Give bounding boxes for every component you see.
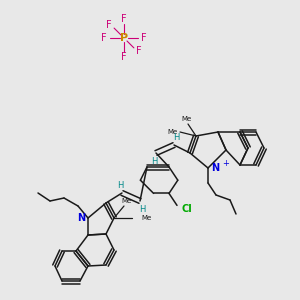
Text: H: H (117, 181, 123, 190)
Text: Cl: Cl (182, 204, 193, 214)
Text: Me: Me (181, 116, 191, 122)
Text: F: F (106, 20, 112, 30)
Text: F: F (101, 33, 107, 43)
Text: H: H (173, 133, 179, 142)
Text: F: F (136, 46, 142, 56)
Text: P: P (120, 33, 128, 43)
Text: F: F (121, 52, 127, 62)
Text: Me: Me (141, 215, 151, 221)
Text: Me: Me (121, 198, 131, 204)
Text: N: N (211, 163, 219, 173)
Text: +: + (222, 158, 229, 167)
Text: F: F (121, 14, 127, 24)
Text: F: F (141, 33, 147, 43)
Text: H: H (139, 205, 145, 214)
Text: H: H (151, 157, 157, 166)
Text: N: N (77, 213, 85, 223)
Text: Me: Me (167, 129, 177, 135)
